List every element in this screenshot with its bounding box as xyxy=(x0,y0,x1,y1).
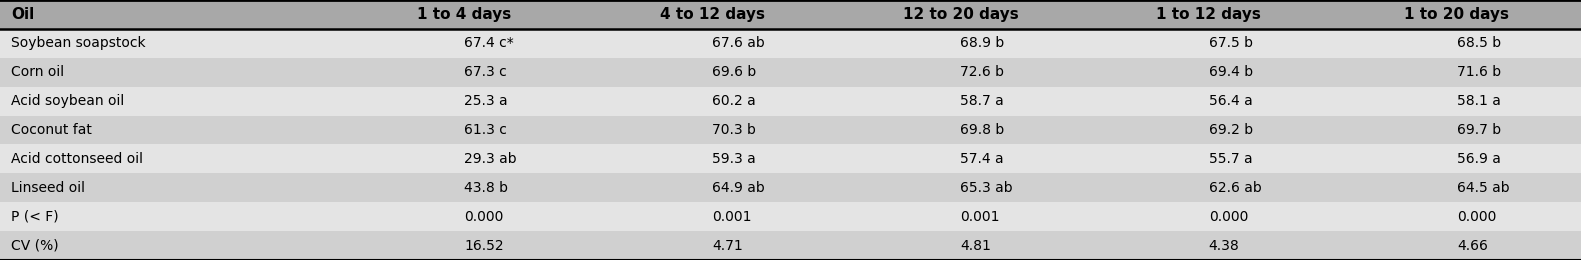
Text: 68.9 b: 68.9 b xyxy=(961,36,1004,50)
Bar xyxy=(0,29,1581,58)
Text: 69.7 b: 69.7 b xyxy=(1458,123,1500,137)
Bar xyxy=(0,87,1581,115)
Text: Linseed oil: Linseed oil xyxy=(11,181,85,195)
Text: 0.000: 0.000 xyxy=(1458,210,1496,224)
Bar xyxy=(0,231,1581,260)
Text: 1 to 20 days: 1 to 20 days xyxy=(1404,7,1510,22)
Text: 72.6 b: 72.6 b xyxy=(961,65,1004,79)
Text: 4.38: 4.38 xyxy=(1209,239,1240,252)
Text: 64.9 ab: 64.9 ab xyxy=(711,181,765,195)
Text: Acid cottonseed oil: Acid cottonseed oil xyxy=(11,152,142,166)
Text: 60.2 a: 60.2 a xyxy=(711,94,756,108)
Text: 68.5 b: 68.5 b xyxy=(1458,36,1500,50)
Text: 59.3 a: 59.3 a xyxy=(711,152,756,166)
Text: 64.5 ab: 64.5 ab xyxy=(1458,181,1510,195)
Bar xyxy=(0,145,1581,173)
Text: Corn oil: Corn oil xyxy=(11,65,65,79)
Text: 4.81: 4.81 xyxy=(961,239,991,252)
Bar xyxy=(0,202,1581,231)
Text: 0.000: 0.000 xyxy=(465,210,503,224)
Text: Coconut fat: Coconut fat xyxy=(11,123,92,137)
Text: 69.2 b: 69.2 b xyxy=(1209,123,1252,137)
Text: 29.3 ab: 29.3 ab xyxy=(465,152,517,166)
Text: 67.6 ab: 67.6 ab xyxy=(711,36,765,50)
Text: 61.3 c: 61.3 c xyxy=(465,123,508,137)
Text: 1 to 4 days: 1 to 4 days xyxy=(417,7,511,22)
Bar xyxy=(0,0,1581,29)
Text: 69.4 b: 69.4 b xyxy=(1209,65,1252,79)
Text: 0.001: 0.001 xyxy=(961,210,999,224)
Bar xyxy=(0,115,1581,145)
Text: 67.4 c*: 67.4 c* xyxy=(465,36,514,50)
Text: Acid soybean oil: Acid soybean oil xyxy=(11,94,125,108)
Text: 12 to 20 days: 12 to 20 days xyxy=(903,7,1018,22)
Text: 69.8 b: 69.8 b xyxy=(961,123,1004,137)
Text: 58.7 a: 58.7 a xyxy=(961,94,1004,108)
Text: 67.3 c: 67.3 c xyxy=(465,65,508,79)
Text: 16.52: 16.52 xyxy=(465,239,504,252)
Text: 4.66: 4.66 xyxy=(1458,239,1488,252)
Bar xyxy=(0,58,1581,87)
Text: 0.000: 0.000 xyxy=(1209,210,1247,224)
Bar xyxy=(0,173,1581,202)
Text: 65.3 ab: 65.3 ab xyxy=(961,181,1013,195)
Text: 70.3 b: 70.3 b xyxy=(711,123,756,137)
Text: P (< F): P (< F) xyxy=(11,210,58,224)
Text: Soybean soapstock: Soybean soapstock xyxy=(11,36,145,50)
Text: CV (%): CV (%) xyxy=(11,239,58,252)
Text: 56.4 a: 56.4 a xyxy=(1209,94,1252,108)
Text: 69.6 b: 69.6 b xyxy=(711,65,756,79)
Text: Oil: Oil xyxy=(11,7,35,22)
Text: 62.6 ab: 62.6 ab xyxy=(1209,181,1262,195)
Text: 4 to 12 days: 4 to 12 days xyxy=(659,7,765,22)
Text: 25.3 a: 25.3 a xyxy=(465,94,508,108)
Text: 55.7 a: 55.7 a xyxy=(1209,152,1252,166)
Text: 4.71: 4.71 xyxy=(711,239,743,252)
Text: 67.5 b: 67.5 b xyxy=(1209,36,1252,50)
Text: 57.4 a: 57.4 a xyxy=(961,152,1004,166)
Text: 56.9 a: 56.9 a xyxy=(1458,152,1500,166)
Text: 0.001: 0.001 xyxy=(711,210,751,224)
Text: 71.6 b: 71.6 b xyxy=(1458,65,1500,79)
Text: 58.1 a: 58.1 a xyxy=(1458,94,1500,108)
Text: 43.8 b: 43.8 b xyxy=(465,181,508,195)
Text: 1 to 12 days: 1 to 12 days xyxy=(1156,7,1262,22)
